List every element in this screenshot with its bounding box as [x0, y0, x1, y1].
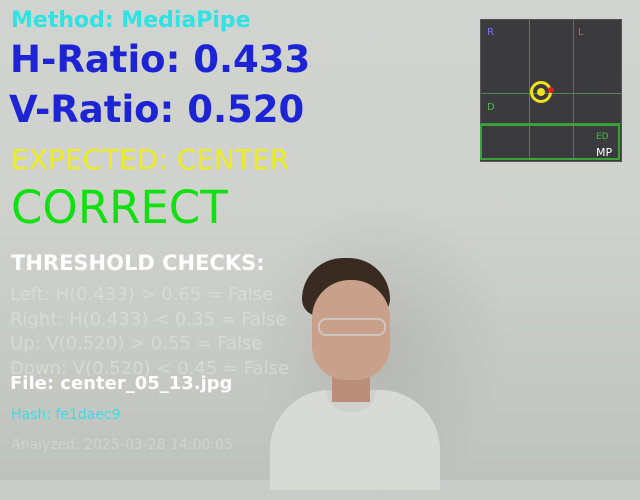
result-label: CORRECT — [11, 181, 228, 234]
threshold-check-down: Down: V(0.520) < 0.45 = False — [10, 358, 289, 379]
threshold-checks-title: THRESHOLD CHECKS: — [11, 251, 265, 275]
minimap-label-left: L — [578, 27, 584, 38]
minimap-label-right: R — [487, 27, 494, 38]
file-name-label: File: center_05_13.jpg — [10, 373, 233, 394]
v-ratio-label: V-Ratio: 0.520 — [9, 88, 305, 131]
h-ratio-label: H-Ratio: 0.433 — [10, 38, 311, 81]
method-label: Method: MediaPipe — [11, 8, 251, 33]
analyzed-timestamp: Analyzed: 2025-03-28 14:00:05 — [11, 437, 233, 453]
minimap-expected-region — [480, 124, 620, 160]
gaze-minimap: R L D ED MP — [480, 19, 622, 162]
minimap-right-threshold-line — [529, 20, 530, 160]
subject-person — [270, 250, 440, 490]
minimap-down-threshold-line — [481, 123, 621, 124]
minimap-left-threshold-line — [573, 20, 574, 160]
minimap-label-mp: MP — [596, 146, 613, 159]
expected-label: EXPECTED: CENTER — [11, 143, 290, 176]
threshold-check-left: Left: H(0.433) > 0.65 = False — [10, 284, 274, 305]
minimap-label-ed: ED — [596, 132, 609, 142]
subject-glasses — [318, 318, 386, 336]
threshold-check-up: Up: V(0.520) > 0.55 = False — [10, 333, 263, 354]
gaze-point-dot-icon — [548, 87, 554, 93]
hash-label: Hash: fe1daec9 — [11, 407, 121, 423]
gaze-center-dot-icon — [537, 88, 545, 96]
threshold-check-right: Right: H(0.433) < 0.35 = False — [10, 309, 287, 330]
minimap-label-down: D — [487, 102, 495, 113]
